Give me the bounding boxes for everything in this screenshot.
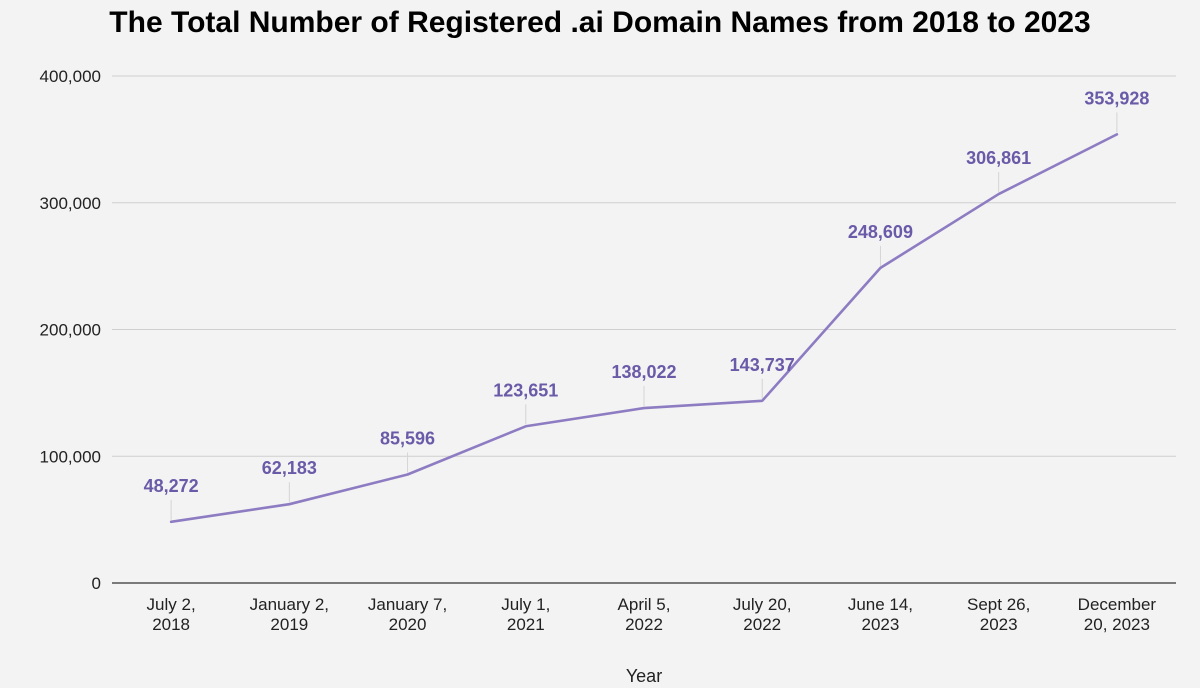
x-tick-label: July 2, 2018 xyxy=(147,595,196,634)
y-tick-label: 400,000 xyxy=(40,67,101,86)
y-tick-label: 300,000 xyxy=(40,194,101,213)
x-tick-label: June 14, 2023 xyxy=(848,595,913,634)
data-label: 123,651 xyxy=(493,380,558,400)
leader-layer xyxy=(170,112,1118,520)
data-label: 48,272 xyxy=(144,476,199,496)
data-label: 143,737 xyxy=(730,355,795,375)
x-tick-label: December 20, 2023 xyxy=(1078,595,1157,634)
x-tick-label: July 1, 2021 xyxy=(501,595,550,634)
data-label: 138,022 xyxy=(611,362,676,382)
y-axis: 0 100,000 200,000 300,000 400,000 xyxy=(40,67,101,593)
x-axis-title: Year xyxy=(626,666,662,686)
y-tick-label: 200,000 xyxy=(40,321,101,340)
y-tick-label: 100,000 xyxy=(40,447,101,466)
y-tick-label: 0 xyxy=(92,574,101,593)
data-label: 85,596 xyxy=(380,429,435,449)
data-label-layer: 48,272 62,183 85,596 123,651 138,022 143,737 2… xyxy=(144,88,1150,495)
series-layer xyxy=(169,133,1119,524)
x-tick-label: Sept 26, 2023 xyxy=(967,595,1030,634)
chart-title: The Total Number of Registered .ai Domai… xyxy=(109,6,1090,39)
data-label: 306,861 xyxy=(966,148,1031,168)
x-tick-label: July 20, 2022 xyxy=(733,595,792,634)
grid-layer xyxy=(112,75,1176,584)
x-tick-label: January 2, 2019 xyxy=(250,595,329,634)
x-tick-label: January 7, 2020 xyxy=(368,595,447,634)
x-tick-label: April 5, 2022 xyxy=(618,595,671,634)
data-label: 248,609 xyxy=(848,222,913,242)
data-label: 62,183 xyxy=(262,458,317,478)
data-label: 353,928 xyxy=(1084,88,1149,108)
x-axis: July 2, 2018 January 2, 2019 January 7, 2020 J… xyxy=(147,595,1157,634)
